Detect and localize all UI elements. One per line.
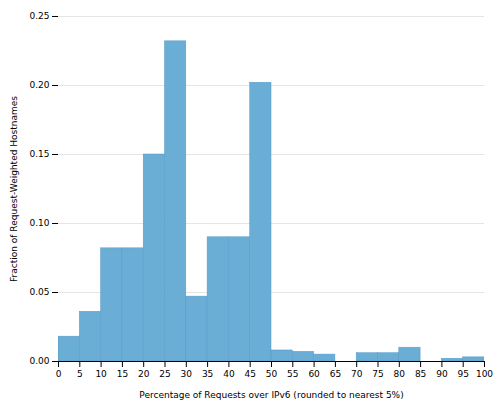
svg-text:0: 0: [56, 369, 62, 379]
svg-text:90: 90: [436, 369, 448, 379]
svg-text:75: 75: [372, 369, 383, 379]
svg-text:0.15: 0.15: [29, 149, 49, 159]
svg-text:20: 20: [138, 369, 150, 379]
svg-text:30: 30: [181, 369, 193, 379]
svg-text:100: 100: [476, 369, 493, 379]
svg-text:25: 25: [159, 369, 170, 379]
svg-text:70: 70: [351, 369, 363, 379]
svg-text:0.00: 0.00: [29, 356, 49, 366]
svg-text:50: 50: [266, 369, 278, 379]
svg-text:40: 40: [223, 369, 235, 379]
svg-text:0.25: 0.25: [29, 11, 49, 21]
svg-text:45: 45: [244, 369, 255, 379]
svg-text:55: 55: [287, 369, 298, 379]
svg-text:65: 65: [330, 369, 341, 379]
svg-text:0.10: 0.10: [29, 218, 49, 228]
svg-text:15: 15: [117, 369, 128, 379]
svg-text:5: 5: [77, 369, 83, 379]
svg-text:Fraction of Request-Weighted H: Fraction of Request-Weighted Hostnames: [9, 96, 19, 282]
svg-text:Percentage of Requests over IP: Percentage of Requests over IPv6 (rounde…: [139, 390, 403, 400]
svg-text:0.05: 0.05: [29, 287, 49, 297]
svg-text:80: 80: [394, 369, 406, 379]
svg-text:60: 60: [308, 369, 320, 379]
svg-text:35: 35: [202, 369, 213, 379]
svg-text:85: 85: [415, 369, 426, 379]
svg-text:0.20: 0.20: [29, 80, 49, 90]
svg-text:10: 10: [95, 369, 107, 379]
svg-text:95: 95: [457, 369, 468, 379]
